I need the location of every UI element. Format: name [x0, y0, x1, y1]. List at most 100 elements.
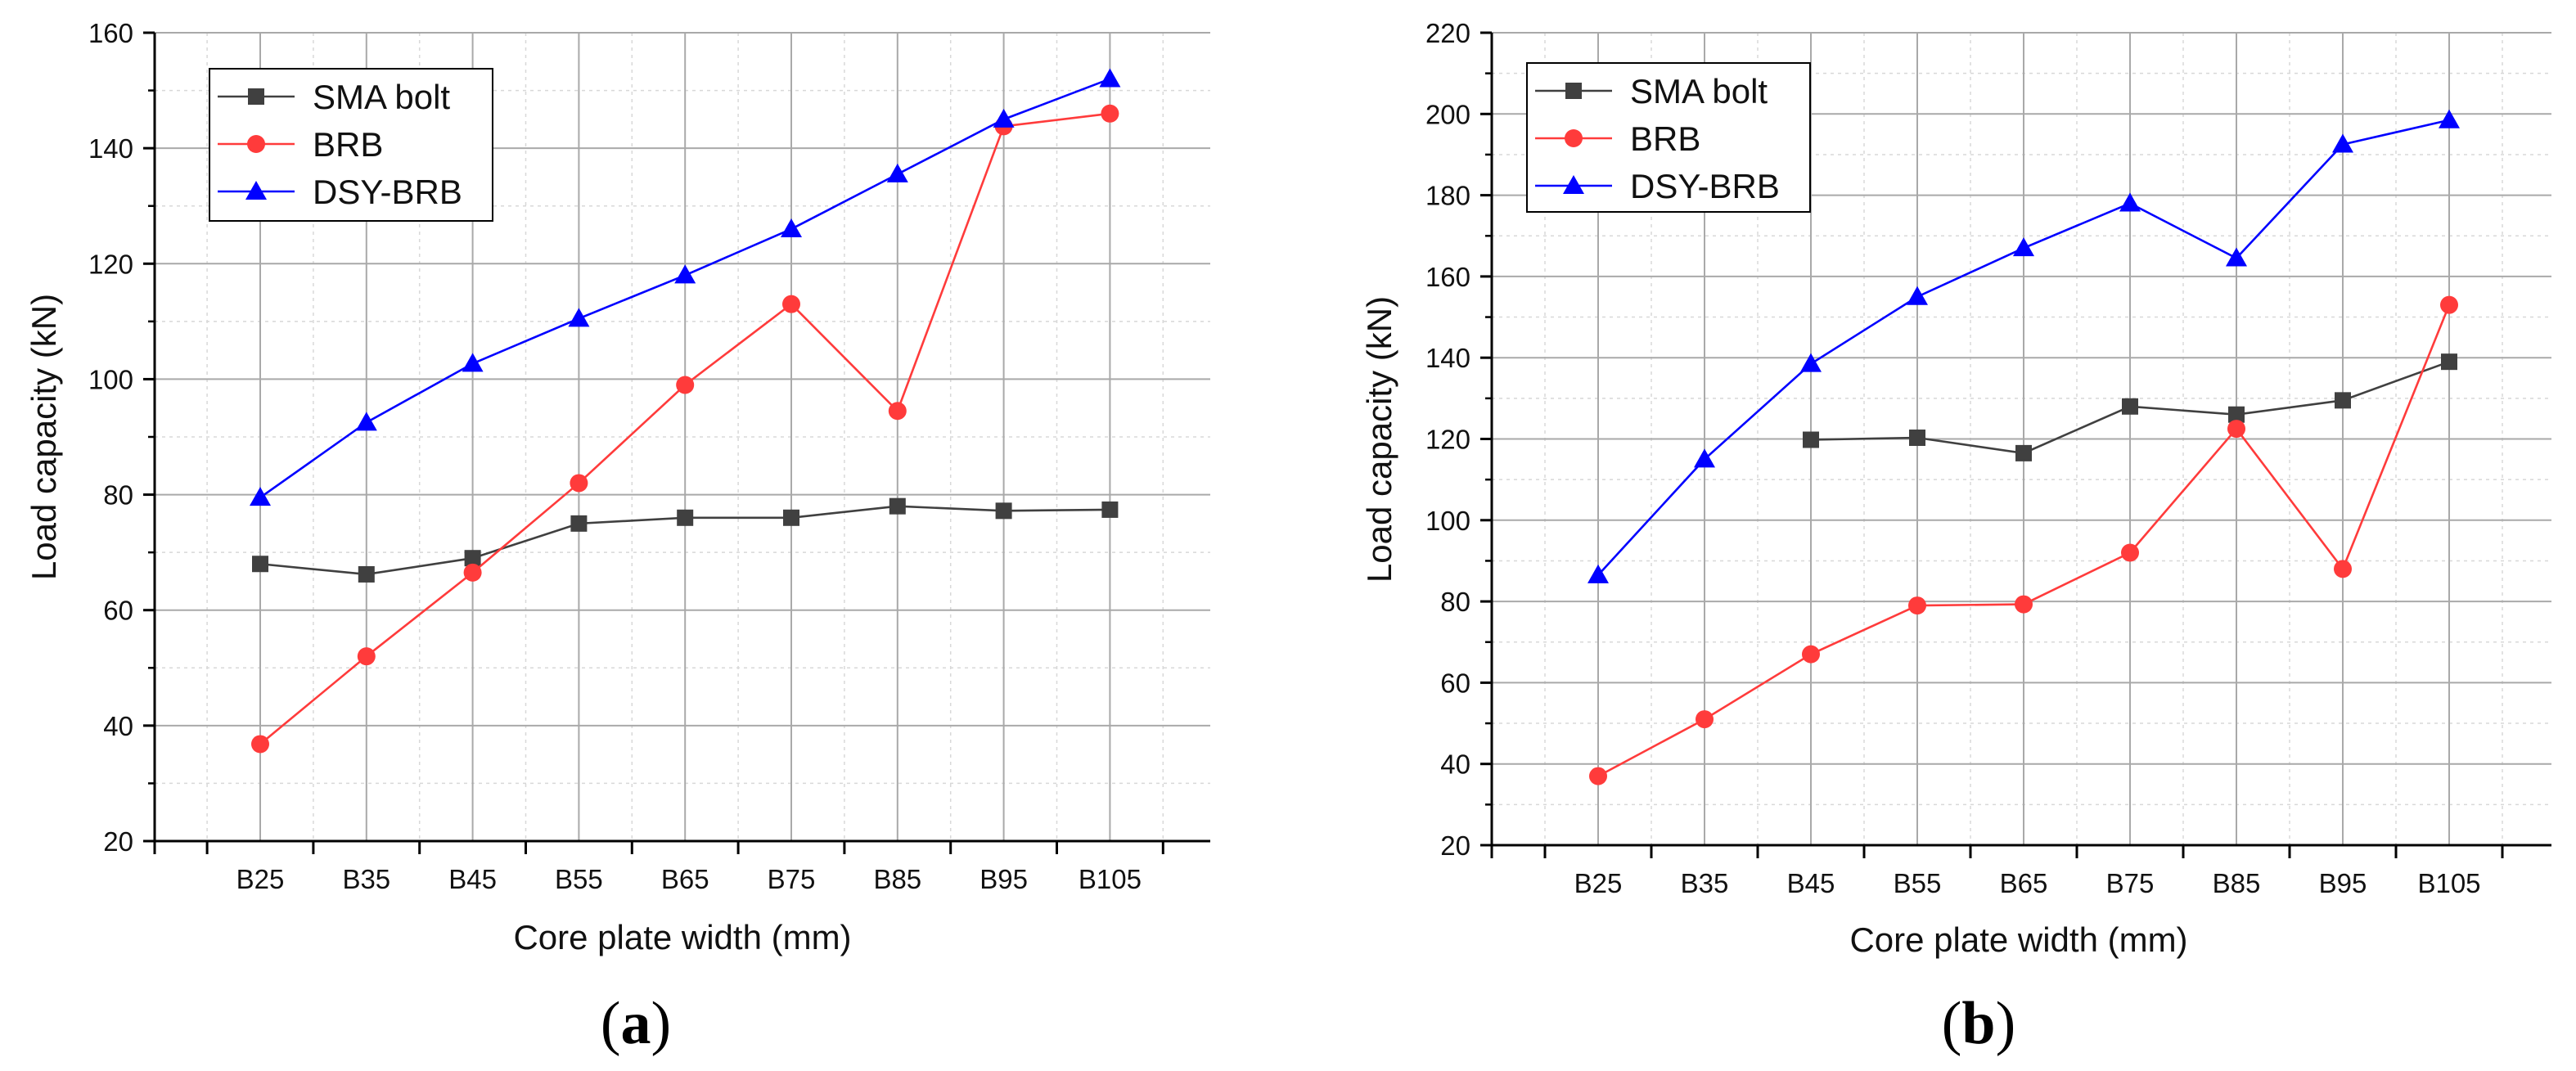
data-point: [2439, 109, 2460, 128]
y-tick-label: 100: [1425, 506, 1470, 536]
data-point: [462, 353, 484, 372]
y-tick-label: 80: [103, 480, 133, 511]
x-tick-label: B35: [342, 864, 390, 894]
data-point: [2441, 353, 2457, 371]
data-point: [886, 163, 908, 182]
chart-panel-a: 20 40 60 80 100 120 140 160 B25 B35 B45 B55 B65 B75 B8…: [25, 18, 1210, 1057]
data-point: [888, 402, 907, 421]
data-point: [568, 308, 590, 327]
data-point: [782, 295, 800, 313]
legend-label: BRB: [1630, 119, 1700, 158]
data-point: [2122, 398, 2138, 415]
data-point: [1587, 564, 1609, 583]
panel-letter: a: [621, 990, 651, 1057]
chart-panel-b: 20 40 60 80 100 120 140 160 180 200 220 B25 B35 B45 B5…: [1360, 18, 2551, 1057]
data-point: [464, 550, 481, 567]
x-tick-label: B35: [1681, 868, 1729, 898]
data-point: [1908, 596, 1926, 615]
y-tick-label: 160: [1425, 262, 1470, 292]
x-tick-label: B95: [980, 864, 1028, 894]
y-tick-label: 60: [1440, 668, 1470, 698]
data-point: [677, 509, 694, 526]
data-point: [2121, 543, 2139, 562]
data-point: [2015, 595, 2033, 614]
data-point: [2119, 192, 2141, 212]
x-tick-label: B95: [2319, 868, 2367, 898]
x-tick-label: B55: [555, 864, 603, 894]
legend-label: DSY-BRB: [313, 173, 462, 211]
legend-label: SMA bolt: [1630, 72, 1768, 110]
y-tick-label: 40: [1440, 749, 1470, 780]
legend-marker: [1565, 129, 1583, 147]
series-sma-bolt: [1803, 353, 2457, 461]
panel-label: (a): [601, 990, 671, 1057]
legend-marker: [247, 135, 265, 153]
series-sma-bolt: [252, 497, 1119, 583]
data-point: [1589, 767, 1607, 785]
data-point: [570, 474, 588, 493]
x-tick-label: B45: [448, 864, 497, 894]
gridlines: [1492, 32, 2551, 846]
series-dsy-brb: [1587, 109, 2460, 583]
x-tick-label: B85: [873, 864, 921, 894]
data-point: [2440, 295, 2458, 314]
data-point: [1909, 430, 1925, 447]
x-tick-label: B65: [2000, 868, 2048, 898]
y-tick-label: 200: [1425, 99, 1470, 129]
y-tick-label: 20: [1440, 830, 1470, 861]
x-tick-label: B25: [236, 864, 285, 894]
y-tick-label: 160: [88, 18, 133, 48]
data-point: [1694, 448, 1715, 468]
x-axis-title: Core plate width (mm): [513, 918, 851, 956]
x-tick-label: B105: [2417, 868, 2480, 898]
legend-marker: [245, 181, 267, 200]
legend: SMA bolt BRB DSY-BRB: [1526, 62, 1811, 213]
y-tick-label: 40: [103, 711, 133, 741]
x-tick-label: B105: [1079, 864, 1142, 894]
data-point: [2335, 392, 2351, 409]
x-axis-title: Core plate width (mm): [1849, 920, 2187, 959]
data-point: [1101, 501, 1119, 518]
legend-marker: [1563, 175, 1584, 194]
legend: SMA bolt BRB DSY-BRB: [209, 68, 493, 222]
data-point: [2334, 560, 2352, 578]
data-point: [1803, 431, 1819, 448]
data-point: [252, 556, 268, 573]
data-point: [1800, 353, 1822, 372]
y-tick-label: 20: [103, 826, 133, 857]
legend-label: DSY-BRB: [1630, 167, 1780, 205]
x-tick-label: B25: [1574, 868, 1623, 898]
data-point: [251, 735, 269, 754]
data-point: [355, 412, 377, 431]
x-tick-label: B75: [768, 864, 816, 894]
data-point: [674, 264, 696, 284]
x-tick-label: B55: [1894, 868, 1942, 898]
data-point: [1101, 104, 1119, 123]
data-point: [357, 647, 376, 666]
y-tick-label: 140: [88, 133, 133, 164]
data-point: [2332, 133, 2353, 153]
data-point: [676, 376, 695, 394]
x-tick-label: B65: [661, 864, 709, 894]
y-tick-label: 80: [1440, 587, 1470, 617]
y-tick-label: 100: [88, 364, 133, 394]
y-tick-label: 120: [1425, 425, 1470, 455]
x-tick-label: B85: [2213, 868, 2261, 898]
y-tick-label: 220: [1425, 18, 1470, 48]
x-tick-label: B45: [1787, 868, 1835, 898]
y-tick-label: 60: [103, 596, 133, 626]
data-point: [995, 502, 1012, 520]
data-point: [1907, 286, 1928, 305]
series-dsy-brb: [250, 68, 1121, 506]
data-point: [2015, 444, 2032, 461]
data-point: [1099, 68, 1121, 88]
y-tick-label: 140: [1425, 343, 1470, 373]
data-point: [1802, 645, 1820, 664]
data-point: [570, 515, 588, 532]
data-point: [2226, 247, 2247, 267]
legend-label: SMA bolt: [313, 78, 450, 116]
y-tick-label: 120: [88, 249, 133, 279]
data-point: [781, 218, 802, 237]
y-axis-title: Load capacity (kN): [25, 294, 63, 580]
